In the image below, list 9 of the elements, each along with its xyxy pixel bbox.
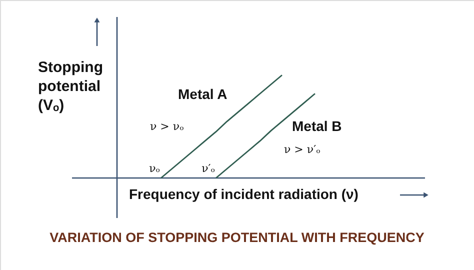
y-axis-title: Stopping potential (Vₒ) bbox=[38, 59, 103, 114]
series-label: Metal B bbox=[292, 118, 342, 134]
annotation: ν > ν′ₒ bbox=[284, 143, 320, 156]
series-label: Metal A bbox=[178, 86, 228, 102]
x-axis-title: Frequency of incident radiation (ν) bbox=[129, 186, 358, 202]
annotation: νₒ bbox=[149, 162, 160, 175]
annotation: ν > νₒ bbox=[150, 120, 184, 133]
annotation: ν′ₒ bbox=[202, 162, 215, 175]
text: VARIATION OF STOPPING POTENTIAL WITH FREQUENCY bbox=[50, 230, 424, 245]
